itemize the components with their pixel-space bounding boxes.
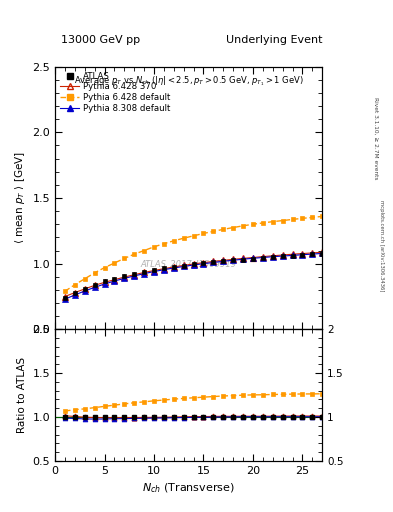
Text: mcplots.cern.ch [arXiv:1306.3436]: mcplots.cern.ch [arXiv:1306.3436] (379, 200, 384, 291)
Y-axis label: $\langle$ mean $p_T$ $\rangle$ [GeV]: $\langle$ mean $p_T$ $\rangle$ [GeV] (13, 152, 27, 244)
Text: 13000 GeV pp: 13000 GeV pp (61, 35, 140, 45)
Text: ATLAS_2017_I1509919: ATLAS_2017_I1509919 (141, 259, 237, 268)
X-axis label: $N_{ch}$ (Transverse): $N_{ch}$ (Transverse) (142, 481, 235, 495)
Text: Average $p_T$ vs $N_{ch}$ ($|\eta| < 2.5, p_T > 0.5$ GeV, $p_{T_1} > 1$ GeV): Average $p_T$ vs $N_{ch}$ ($|\eta| < 2.5… (74, 74, 303, 88)
Text: Underlying Event: Underlying Event (226, 35, 322, 45)
Text: Rivet 3.1.10, ≥ 2.7M events: Rivet 3.1.10, ≥ 2.7M events (373, 97, 378, 180)
Y-axis label: Ratio to ATLAS: Ratio to ATLAS (17, 357, 27, 433)
Legend: ATLAS, Pythia 6.428 370, Pythia 6.428 default, Pythia 8.308 default: ATLAS, Pythia 6.428 370, Pythia 6.428 de… (59, 70, 172, 115)
